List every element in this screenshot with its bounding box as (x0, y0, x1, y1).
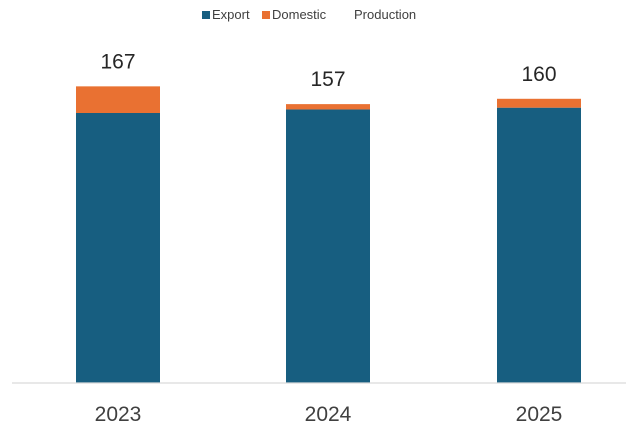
data-labels: 167 157 160 (100, 50, 556, 91)
x-tick-label-2024: 2024 (305, 403, 352, 426)
x-axis-ticks: 2023 2024 2025 (95, 403, 563, 426)
data-label-2023: 167 (100, 50, 135, 73)
legend-label-production: Production (354, 7, 416, 22)
bar-export-2024 (286, 109, 370, 384)
bar-domestic-2024 (286, 104, 370, 110)
x-tick-label-2025: 2025 (516, 403, 563, 426)
bars (76, 86, 581, 384)
legend: Export Domestic Production (202, 7, 416, 22)
data-label-2024: 157 (310, 68, 345, 91)
legend-label-domestic: Domestic (272, 7, 327, 22)
bar-domestic-2023 (76, 86, 160, 113)
bar-domestic-2025 (497, 98, 581, 108)
data-label-2025: 160 (521, 63, 556, 86)
legend-label-export: Export (212, 7, 250, 22)
x-tick-label-2023: 2023 (95, 403, 142, 426)
legend-swatch-export (202, 11, 210, 19)
bar-export-2025 (497, 107, 581, 383)
legend-swatch-domestic (262, 11, 270, 19)
bar-export-2023 (76, 113, 160, 383)
